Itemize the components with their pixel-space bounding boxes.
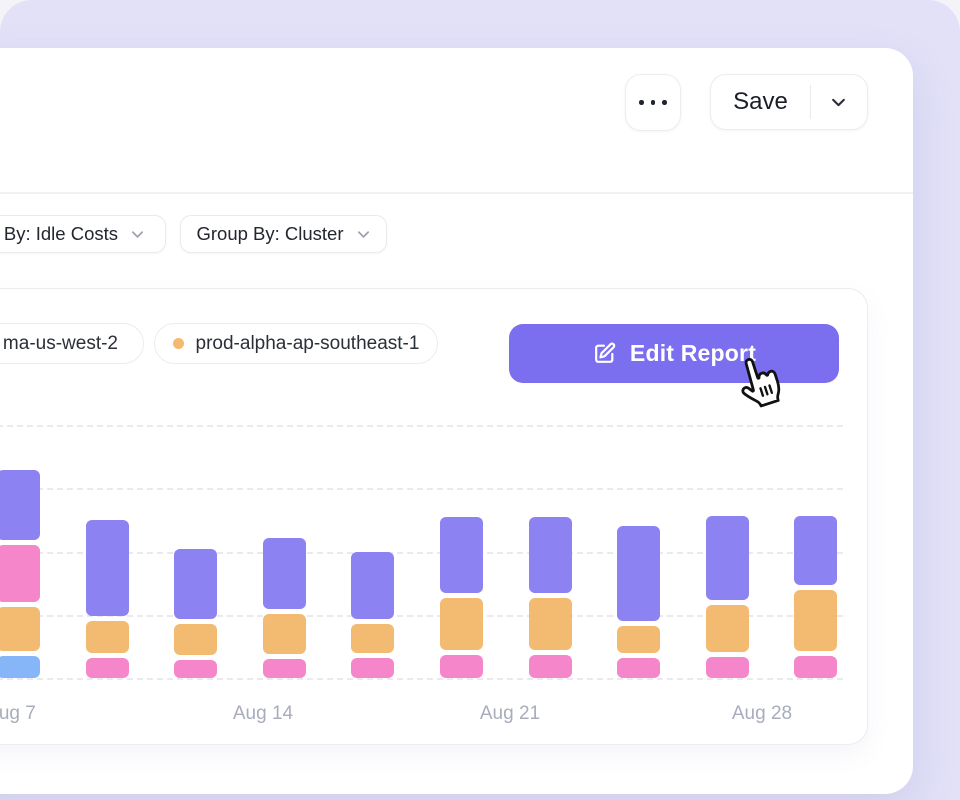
save-button[interactable]: Save <box>711 75 810 129</box>
bar-segment-purple <box>262 538 306 610</box>
bar-segment-pink <box>174 660 218 678</box>
bar-segment-purple <box>440 517 483 594</box>
legend-chip-us-west-2[interactable]: ma-us-west-2 <box>0 323 144 364</box>
bar-segment-pink <box>705 657 749 678</box>
bar-segment-orange <box>85 621 129 653</box>
bar-segment-orange <box>528 598 572 651</box>
bar-segment-pink <box>528 655 572 678</box>
chart-plot: Aug 7 Aug 14 Aug 21 Aug 28 <box>0 289 867 744</box>
x-axis-label: Aug 28 <box>731 703 793 724</box>
gridline <box>0 425 843 427</box>
bar-segment-purple <box>351 551 395 619</box>
bar-segment-orange <box>0 606 40 651</box>
legend-label: ma-us-west-2 <box>2 332 118 354</box>
bar-segment-pink <box>440 655 483 678</box>
save-split-button: Save <box>710 74 868 130</box>
gridline <box>0 614 843 617</box>
bar-segment-purple <box>0 470 40 540</box>
header-divider <box>0 192 913 194</box>
bar-segment-orange <box>794 590 838 651</box>
bar-segment-pink <box>794 655 838 678</box>
bar-segment-orange <box>174 623 218 656</box>
more-options-button[interactable] <box>625 74 681 131</box>
edit-report-label: Edit Report <box>629 340 757 366</box>
gridline <box>0 678 843 680</box>
bar-segment-orange <box>440 598 483 651</box>
chevron-down-icon <box>357 230 369 238</box>
group-by-label: Group By: Cluster <box>196 223 344 244</box>
legend-label: prod-alpha-ap-southeast-1 <box>195 332 420 354</box>
ellipsis-icon <box>639 100 667 105</box>
gridline <box>0 551 843 554</box>
bar-segment-purple <box>617 526 661 621</box>
bar-segment-pink <box>0 544 40 602</box>
bar-segment-blue <box>0 655 40 678</box>
bar-segment-purple <box>794 515 838 586</box>
bar-segment-purple <box>85 519 129 617</box>
legend-dot <box>172 338 184 349</box>
bar-segment-pink <box>351 657 395 678</box>
bar-segment-purple <box>174 549 218 619</box>
chevron-down-icon <box>131 230 144 238</box>
report-sheet: Save e By: Idle Costs Group By: Cluster … <box>0 48 913 794</box>
edit-icon <box>594 342 616 363</box>
bar-segment-orange <box>262 614 306 655</box>
x-axis-label: Aug 7 <box>0 703 36 724</box>
group-by-select[interactable]: Group By: Cluster <box>180 215 387 253</box>
x-axis-label: Aug 14 <box>232 703 294 724</box>
chart-card: ma-us-west-2 prod-alpha-ap-southeast-1 E… <box>0 288 868 745</box>
slice-by-select[interactable]: e By: Idle Costs <box>0 215 166 253</box>
save-button-divider <box>810 85 811 119</box>
edit-report-button[interactable]: Edit Report <box>509 324 839 383</box>
x-axis-label: Aug 21 <box>479 703 541 724</box>
bar-segment-pink <box>617 657 661 678</box>
gridline <box>0 488 843 491</box>
slice-by-label: e By: Idle Costs <box>0 223 118 244</box>
chevron-down-icon <box>832 98 845 106</box>
bar-segment-purple <box>528 517 572 594</box>
bar-segment-pink <box>85 657 129 678</box>
legend-chip-ap-southeast-1[interactable]: prod-alpha-ap-southeast-1 <box>154 323 438 364</box>
save-dropdown-button[interactable] <box>811 75 866 129</box>
bar-segment-purple <box>705 516 749 601</box>
bar-segment-pink <box>262 659 306 678</box>
bar-segment-orange <box>617 625 661 653</box>
bar-segment-orange <box>705 605 749 653</box>
bar-segment-orange <box>351 623 395 653</box>
